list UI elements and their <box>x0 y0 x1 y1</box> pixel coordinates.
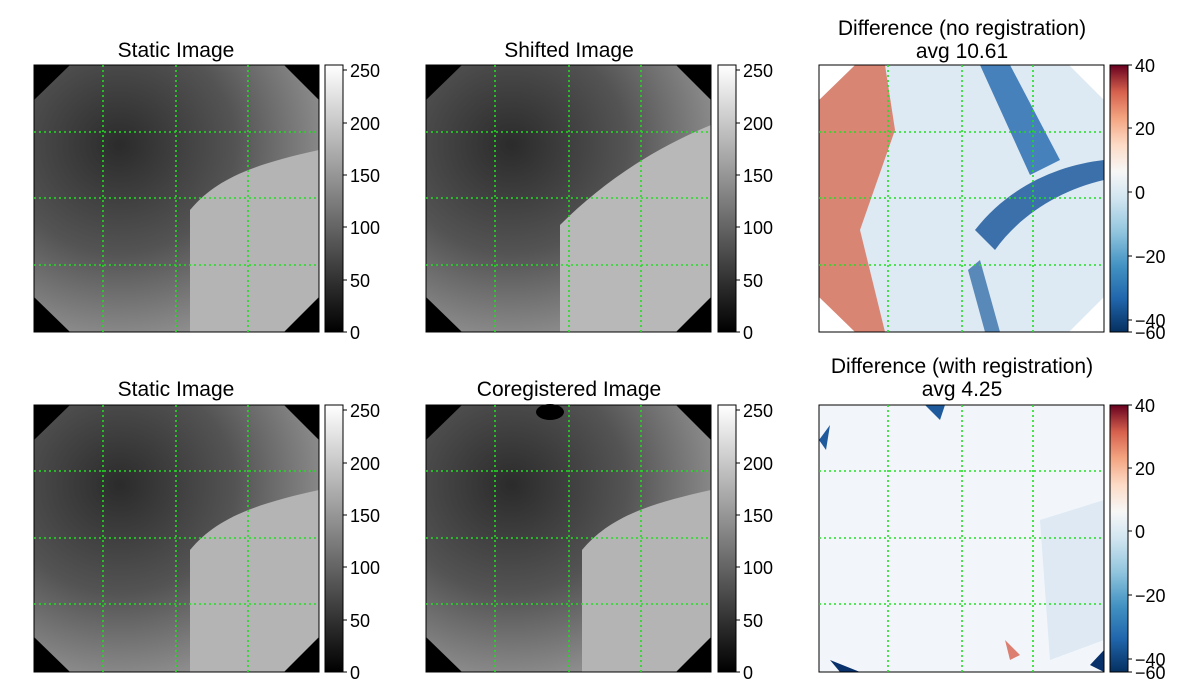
chart-subtitle: avg 4.25 <box>922 378 1003 401</box>
image-area <box>818 64 1105 333</box>
colorbar-tick-label: 0 <box>743 663 753 683</box>
colorbar-tick-label: 0 <box>350 663 360 683</box>
colorbar-tick-label: 150 <box>743 166 773 186</box>
colorbar-tick-label: 50 <box>350 271 370 291</box>
colorbar-tick-label: 20 <box>1135 459 1155 479</box>
chart-title: Coregistered Image <box>477 378 661 401</box>
colorbar-tick-label: 150 <box>350 166 380 186</box>
colorbar-tick-label: 50 <box>350 611 370 631</box>
colorbar-tick-label: −60 <box>1135 323 1166 343</box>
colorbar-tick-label: 0 <box>350 323 360 343</box>
panel-coregistered-image: Coregistered Image 0 50 100 150 200 250 <box>425 378 773 683</box>
chart-title: Shifted Image <box>504 39 634 62</box>
colorbar <box>717 64 737 333</box>
colorbar <box>324 64 344 333</box>
colorbar-tick-label: 100 <box>743 218 773 238</box>
image-area <box>425 64 712 333</box>
chart-title: Static Image <box>118 378 235 401</box>
image-area <box>425 404 712 673</box>
colorbar-tick-label: −20 <box>1135 586 1166 606</box>
colorbar <box>1109 404 1129 673</box>
colorbar-ticks: 0 50 100 150 200 250 <box>736 61 773 343</box>
colorbar-ticks: 0 50 100 150 200 250 <box>343 401 380 683</box>
colorbar-tick-label: −40 <box>1135 311 1166 331</box>
colorbar <box>717 404 737 673</box>
image-area <box>818 404 1105 673</box>
colorbar-tick-label: 0 <box>1135 522 1145 542</box>
colorbar-tick-label: 200 <box>743 454 773 474</box>
colorbar-tick-label: 250 <box>350 401 380 421</box>
colorbar-tick-label: 40 <box>1135 396 1155 416</box>
colorbar-tick-label: 50 <box>743 271 763 291</box>
colorbar-tick-label: 100 <box>743 558 773 578</box>
chart-title: Difference (with registration) <box>831 355 1093 378</box>
panel-static-image-bottom: Static Image 0 50 100 150 200 250 <box>33 378 380 683</box>
colorbar-tick-label: 150 <box>350 506 380 526</box>
chart-subtitle: avg 10.61 <box>916 40 1008 63</box>
colorbar-tick-label: 250 <box>743 61 773 81</box>
colorbar-tick-label: 100 <box>350 558 380 578</box>
colorbar-tick-label: 200 <box>350 114 380 134</box>
colorbar-ticks: −60 −40 −20 0 20 40 <box>1128 396 1166 683</box>
image-area <box>33 404 320 673</box>
colorbar-tick-label: 250 <box>743 401 773 421</box>
colorbar-ticks: 0 50 100 150 200 250 <box>736 401 773 683</box>
colorbar-tick-label: 250 <box>350 61 380 81</box>
colorbar-tick-label: 20 <box>1135 119 1155 139</box>
colorbar-tick-label: 0 <box>1135 183 1145 203</box>
panel-difference-no-registration: Difference (no registration) avg 10.61 −… <box>818 17 1166 343</box>
colorbar-tick-label: 150 <box>743 506 773 526</box>
panel-shifted-image: Shifted Image 0 50 100 150 200 250 <box>425 39 773 343</box>
colorbar <box>1109 64 1129 333</box>
panel-static-image-top: Static Image 0 50 100 150 200 250 <box>33 39 380 343</box>
image-area <box>33 64 320 333</box>
colorbar-tick-label: −60 <box>1135 663 1166 683</box>
colorbar-tick-label: −20 <box>1135 247 1166 267</box>
colorbar-tick-label: 200 <box>350 454 380 474</box>
colorbar-ticks: 0 50 100 150 200 250 <box>343 61 380 343</box>
panel-difference-with-registration: Difference (with registration) avg 4.25 … <box>818 355 1166 683</box>
colorbar-tick-label: −40 <box>1135 650 1166 670</box>
colorbar-tick-label: 0 <box>743 323 753 343</box>
colorbar <box>324 404 344 673</box>
colorbar-tick-label: 200 <box>743 114 773 134</box>
colorbar-tick-label: 40 <box>1135 56 1155 76</box>
colorbar-tick-label: 50 <box>743 611 763 631</box>
chart-title: Static Image <box>118 39 235 62</box>
colorbar-ticks: −60 −40 −20 0 20 40 <box>1128 56 1166 343</box>
chart-title: Difference (no registration) <box>838 17 1086 40</box>
colorbar-tick-label: 100 <box>350 218 380 238</box>
